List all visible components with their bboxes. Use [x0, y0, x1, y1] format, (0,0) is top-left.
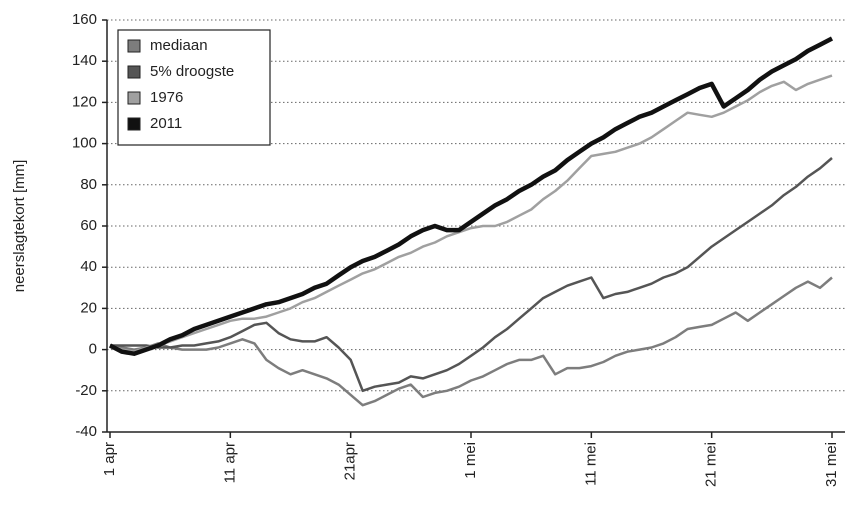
series-line: [109, 276, 833, 407]
x-tick-label: 11 mei: [582, 442, 599, 486]
y-axis-label: neerslagtekort [mm]: [11, 160, 28, 293]
x-tick-label: 21 mei: [703, 442, 720, 487]
y-tick-label: 140: [72, 52, 97, 69]
y-tick-label: -20: [75, 382, 97, 399]
series-line: [110, 157, 833, 393]
y-tick-label: 100: [72, 135, 97, 152]
legend-label: mediaan: [150, 37, 208, 54]
series-line: [108, 36, 834, 356]
legend-label: 2011: [150, 115, 182, 132]
legend-swatch: [127, 39, 141, 53]
legend-swatch: [127, 65, 141, 79]
x-tick-label: 1 apr: [101, 442, 118, 476]
x-tick-label: 31 mei: [823, 442, 840, 487]
legend-box: [117, 29, 271, 146]
y-tick-label: 120: [72, 93, 97, 110]
x-tick-label: 11 apr: [221, 442, 238, 483]
legend-swatch: [127, 91, 141, 105]
y-tick-label: 0: [89, 341, 97, 358]
y-tick-label: 40: [80, 258, 97, 275]
series-line: [109, 74, 833, 353]
y-tick-label: 60: [80, 217, 97, 234]
x-tick-label: 1 mei: [462, 442, 479, 479]
y-tick-label: -40: [75, 423, 97, 440]
legend-swatch: [127, 117, 141, 131]
y-tick-label: 80: [80, 176, 97, 193]
legend-label: 1976: [150, 89, 183, 106]
legend-label: 5% droogste: [150, 63, 234, 80]
y-tick-label: 20: [80, 299, 97, 316]
y-tick-label: 160: [72, 11, 97, 28]
x-tick-label: 21apr: [342, 442, 359, 480]
